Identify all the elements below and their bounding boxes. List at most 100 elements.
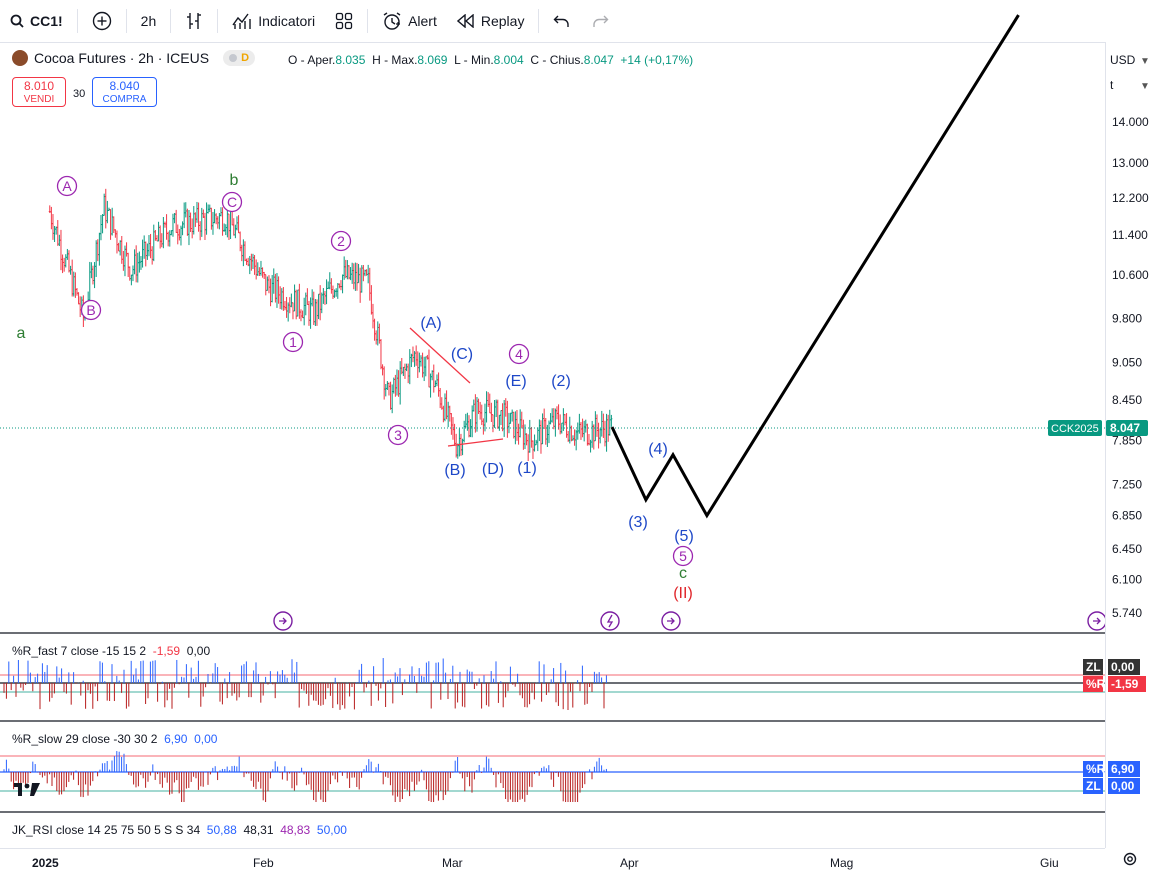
trendline[interactable]: [409, 327, 471, 384]
wave-label-circle: [221, 191, 243, 213]
indicator-3-legend[interactable]: JK_RSI close 14 25 75 50 5 S S 34 50,88 …: [12, 823, 347, 837]
divider: [125, 9, 127, 33]
rewind-icon: [456, 14, 474, 28]
undo-icon: [553, 15, 570, 27]
indicator-3-value: 50,88: [206, 823, 237, 837]
chevron-down-icon[interactable]: ▼: [1140, 81, 1150, 92]
wave-label: 2: [337, 233, 345, 249]
flash-icon[interactable]: [600, 611, 620, 631]
wave-label: 4: [515, 346, 523, 362]
legend-title: Cocoa Futures · 2h · ICEUS: [34, 50, 210, 66]
time-tick-label: Apr: [620, 856, 639, 870]
market-status-badge[interactable]: D: [223, 50, 256, 66]
gear-icon[interactable]: [1122, 851, 1138, 867]
buy-price: 8.040: [109, 79, 140, 93]
wave-label: (C): [451, 346, 473, 363]
event-icon[interactable]: [1087, 611, 1107, 631]
sell-button[interactable]: 8.010 VENDI: [12, 77, 66, 107]
wave-label: (5): [674, 528, 694, 545]
interval-button[interactable]: 2h: [131, 0, 167, 42]
open-value: 8.035: [335, 53, 366, 67]
high-value: 8.069: [417, 53, 448, 67]
change-value: +14 (+0,17%): [620, 53, 694, 67]
buy-label: COMPRA: [102, 94, 147, 105]
indicator-2-name: %R_slow 29 close -30 30 2: [12, 732, 158, 746]
r-slow-histogram: [0, 751, 1105, 802]
wave-label: (D): [482, 461, 504, 478]
chart-type-button[interactable]: [175, 0, 213, 42]
redo-icon: [593, 15, 609, 27]
wave-label-circle: [80, 299, 102, 321]
indicator-2-zero: 0,00: [194, 732, 218, 746]
indicator-1-name: %R_fast 7 close -15 15 2: [12, 644, 147, 658]
price-series: [48, 188, 613, 461]
event-icon[interactable]: [661, 611, 681, 631]
grid-icon: [335, 12, 353, 30]
replay-label: Replay: [480, 13, 525, 29]
cocoa-logo-icon: [12, 50, 28, 66]
indicator-3-value: 48,83: [280, 823, 311, 837]
indicators-label: Indicatori: [258, 13, 316, 29]
time-tick-label: Mar: [442, 856, 463, 870]
plus-circle-icon: [92, 11, 111, 31]
buy-button[interactable]: 8.040 COMPRA: [92, 77, 157, 107]
wave-label: (II): [673, 585, 693, 602]
divider: [217, 9, 219, 33]
spread-value: 30: [73, 88, 86, 100]
symbol-label: CC1!: [30, 13, 63, 29]
ohlc-values: O - Aper.8.035 H - Max.8.069 L - Min.8.0…: [288, 53, 693, 67]
time-tick-label: 2025: [32, 856, 59, 870]
wave-label: A: [62, 178, 72, 194]
chevron-down-icon[interactable]: ▼: [1140, 56, 1150, 67]
replay-button[interactable]: Replay: [447, 0, 535, 42]
projection-path[interactable]: [610, 14, 1020, 519]
indicators-icon: [232, 13, 251, 29]
divider: [538, 9, 540, 33]
sell-price: 8.010: [23, 79, 55, 93]
wave-label: (E): [505, 373, 526, 390]
divider: [170, 9, 172, 33]
currency-selector[interactable]: USD: [1110, 53, 1136, 67]
indicator-2-legend[interactable]: %R_slow 29 close -30 30 2 6,90 0,00: [12, 732, 217, 746]
open-label: O - Aper.: [288, 53, 336, 67]
unit-selector[interactable]: t: [1110, 78, 1114, 92]
bars-chart-icon: [187, 13, 202, 29]
wave-label: (2): [551, 373, 571, 390]
wave-label: c: [679, 565, 687, 582]
wave-label: 5: [679, 548, 687, 564]
indicator-3-value: 48,31: [243, 823, 274, 837]
layouts-button[interactable]: [325, 0, 363, 42]
undo-button[interactable]: [543, 0, 581, 42]
wave-labels: a A BbC 1 2 3 4 (A) (B) (C) (D) (E) (1) (2) (3) (4) (5) 5…: [17, 172, 694, 602]
compare-button[interactable]: [82, 0, 122, 42]
search-icon: [10, 14, 24, 28]
status-flag: D: [241, 52, 250, 64]
alert-button[interactable]: Alert: [372, 0, 447, 42]
wave-label: (3): [628, 514, 648, 531]
top-toolbar: CC1! 2h Indicatori Alert Replay: [0, 0, 1159, 43]
wave-label-circle: [672, 545, 694, 567]
indicator-3-name: JK_RSI close 14 25 75 50 5 S S 34: [12, 823, 201, 837]
chart-legend[interactable]: Cocoa Futures · 2h · ICEUS D: [12, 50, 256, 66]
indicators-button[interactable]: Indicatori: [222, 0, 325, 42]
redo-button[interactable]: [581, 0, 619, 42]
price-axis[interactable]: [1105, 42, 1159, 848]
interval-label: 2h: [140, 13, 157, 29]
alert-label: Alert: [408, 13, 437, 29]
event-icon[interactable]: [273, 611, 293, 631]
alarm-clock-icon: [383, 12, 401, 30]
wave-label: (4): [648, 441, 668, 458]
divider: [76, 9, 78, 33]
divider: [367, 9, 369, 33]
time-axis[interactable]: [0, 848, 1105, 878]
trendline[interactable]: [447, 438, 504, 447]
wave-label-circle: [387, 424, 409, 446]
indicator-1-zero: 0,00: [186, 644, 211, 658]
symbol-search[interactable]: CC1!: [0, 0, 73, 42]
sell-label: VENDI: [23, 94, 55, 105]
indicator-1-legend[interactable]: %R_fast 7 close -15 15 2 -1,59 0,00: [12, 644, 210, 658]
time-tick-label: Giu: [1040, 856, 1059, 870]
high-label: H - Max.: [372, 53, 418, 67]
wave-label-circle: [508, 343, 530, 365]
